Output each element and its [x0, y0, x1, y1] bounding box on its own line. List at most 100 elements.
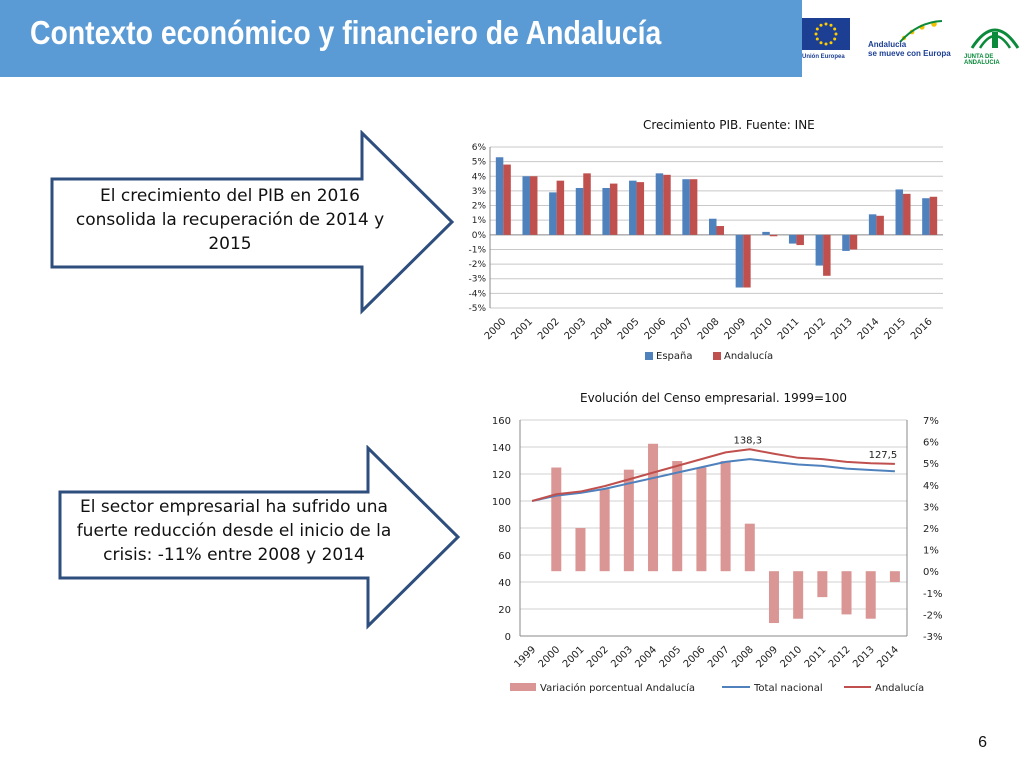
y-left-tick-label: 120 — [492, 470, 511, 481]
legend-label: Andalucía — [875, 682, 924, 694]
page-number: 6 — [978, 734, 987, 751]
empresas-callout-text: El sector empresarial ha sufrido una fue… — [76, 497, 392, 565]
bar-espana — [602, 187, 610, 235]
bar-variacion — [672, 461, 683, 572]
bar-espana — [815, 234, 824, 266]
x-tick-label: 1999 — [512, 644, 538, 670]
y-right-tick-label: 5% — [923, 459, 939, 470]
y-right-tick-label: 0% — [923, 567, 939, 578]
bar-espana — [922, 198, 930, 235]
x-tick-label: 2009 — [754, 644, 780, 670]
x-tick-label: 2001 — [509, 316, 535, 342]
y-left-tick-label: 0 — [505, 632, 511, 643]
bar-andalucia — [689, 179, 698, 235]
bar-andalucia — [663, 174, 671, 235]
empresas-callout-arrow — [58, 445, 461, 630]
line-andalucia — [531, 448, 895, 502]
bar-andalucia — [743, 234, 751, 288]
junta-logo-label: JUNTA DE ANDALUCIA — [964, 54, 1000, 66]
x-tick-label: 2004 — [633, 644, 659, 670]
bar-variacion — [744, 523, 755, 572]
x-tick-label: 2010 — [749, 316, 775, 342]
x-tick-label: 2011 — [803, 644, 829, 670]
bar-andalucia — [903, 193, 911, 235]
y-tick-label: 1% — [472, 216, 487, 226]
bar-espana — [868, 214, 877, 235]
x-tick-label: 2001 — [561, 644, 587, 670]
x-tick-label: 2012 — [802, 316, 828, 342]
x-tick-label: 2000 — [483, 316, 509, 342]
bar-espana — [655, 173, 664, 235]
x-tick-label: 2000 — [537, 644, 563, 670]
bar-andalucia — [609, 183, 618, 235]
y-right-tick-label: 7% — [923, 416, 939, 427]
page-title: Contexto económico y financiero de Andal… — [30, 14, 662, 51]
bar-variacion — [817, 571, 828, 598]
bar-variacion — [793, 571, 804, 619]
bar-espana — [735, 234, 744, 288]
bar-andalucia — [583, 173, 591, 235]
bar-variacion — [768, 571, 779, 624]
bar-andalucia — [929, 196, 938, 235]
x-tick-label: 2003 — [609, 644, 635, 670]
x-tick-label: 2009 — [722, 316, 748, 342]
y-tick-label: 3% — [472, 187, 487, 197]
bar-variacion — [841, 571, 852, 615]
x-tick-label: 2005 — [616, 316, 642, 342]
y-left-tick-label: 20 — [498, 605, 511, 616]
y-tick-label: -5% — [468, 304, 486, 314]
logos-area: Unión Europea Andalucía se mueve con Eur… — [802, 0, 1024, 77]
y-tick-label: 4% — [472, 172, 487, 182]
bar-espana — [709, 218, 717, 235]
bar-andalucia — [636, 182, 645, 235]
bar-andalucia — [529, 176, 538, 235]
pib-chart-title: Crecimiento PIB. Fuente: INE — [643, 118, 815, 132]
x-tick-label: 2013 — [829, 316, 855, 342]
x-tick-label: 2002 — [536, 316, 562, 342]
y-left-tick-label: 60 — [498, 551, 511, 562]
x-tick-label: 2013 — [851, 644, 877, 670]
bar-espana — [629, 180, 637, 235]
x-tick-label: 2011 — [776, 316, 802, 342]
bar-espana — [575, 187, 584, 235]
bar-espana — [842, 234, 850, 251]
bar-andalucia — [823, 234, 831, 276]
bar-variacion — [648, 443, 659, 572]
x-tick-label: 2007 — [669, 316, 695, 342]
x-tick-label: 2008 — [730, 644, 756, 670]
bar-andalucia — [556, 180, 565, 235]
pib-callout-text: El crecimiento del PIB en 2016 consolida… — [75, 186, 385, 254]
legend-label: Variación porcentual Andalucía — [540, 682, 695, 694]
y-tick-label: 6% — [472, 143, 487, 153]
x-tick-label: 2016 — [909, 316, 935, 342]
y-left-tick-label: 100 — [492, 497, 511, 508]
y-right-tick-label: -2% — [923, 610, 942, 621]
junta-andalucia-logo — [970, 28, 1020, 49]
y-tick-label: 5% — [472, 158, 487, 168]
bar-variacion — [720, 461, 731, 572]
legend-swatch-variacion — [510, 683, 536, 691]
bar-variacion — [575, 528, 586, 572]
eu-flag-logo — [802, 18, 850, 50]
y-left-tick-label: 140 — [492, 443, 511, 454]
censo-chart-title: Evolución del Censo empresarial. 1999=10… — [580, 391, 848, 405]
bar-espana — [495, 157, 504, 235]
bar-espana — [549, 192, 557, 235]
y-right-tick-label: 3% — [923, 502, 939, 513]
x-tick-label: 2007 — [706, 644, 732, 670]
x-tick-label: 2006 — [643, 316, 669, 342]
bar-espana — [762, 231, 770, 235]
y-right-tick-label: -1% — [923, 589, 942, 600]
bar-andalucia — [769, 234, 778, 237]
bar-espana — [895, 189, 904, 235]
bar-andalucia — [876, 215, 884, 235]
x-tick-label: 2008 — [696, 316, 722, 342]
bar-variacion — [623, 469, 634, 572]
legend-swatch — [713, 352, 721, 360]
bar-andalucia — [796, 234, 804, 246]
bar-espana — [788, 234, 797, 244]
x-tick-label: 2010 — [779, 644, 805, 670]
annotation-last: 127,5 — [869, 450, 898, 461]
y-tick-label: 2% — [472, 202, 487, 212]
y-right-tick-label: 1% — [923, 546, 939, 557]
